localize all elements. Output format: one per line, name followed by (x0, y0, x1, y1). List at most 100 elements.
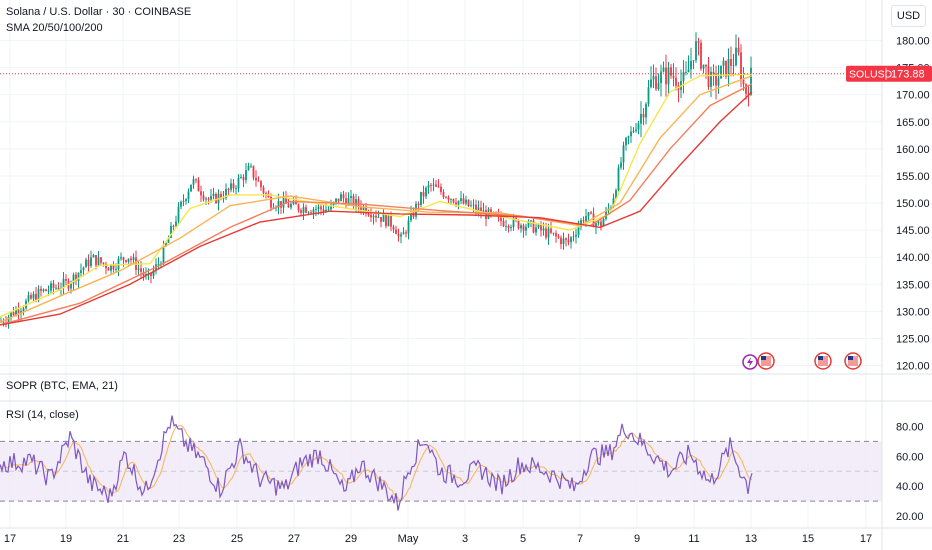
candle-body (7, 316, 10, 323)
candle-body (285, 198, 287, 204)
x-tick-label: 25 (231, 533, 243, 545)
x-tick-label: 17 (860, 533, 872, 545)
candle-body (310, 212, 312, 214)
price-tick-label: 170.00 (896, 90, 930, 102)
candle-body (390, 215, 392, 227)
candle-body (77, 273, 80, 281)
candle-body (22, 308, 25, 312)
price-tick-label: 135.00 (896, 279, 930, 291)
candle-body (55, 287, 57, 289)
candle-body (372, 215, 375, 218)
candle-body (447, 197, 450, 200)
candle-body (232, 183, 235, 189)
candle-body (12, 312, 15, 316)
price-tick-label: 155.00 (896, 171, 930, 183)
candle-body (30, 295, 32, 299)
candle-body (137, 268, 140, 270)
candle-body (27, 295, 30, 301)
candle-body (330, 204, 332, 210)
candle-body (670, 67, 672, 76)
sma-200-line (0, 91, 753, 326)
candle-body (630, 131, 632, 137)
candle-body (167, 237, 170, 243)
candle-body (490, 209, 492, 213)
candle-body (470, 205, 472, 207)
candle-body (600, 221, 602, 227)
candle-body (90, 257, 92, 267)
candle-body (242, 177, 245, 181)
candle-body (692, 60, 695, 61)
x-tick-label: 7 (577, 533, 583, 545)
candle-body (560, 237, 562, 245)
candle-body (80, 270, 82, 274)
candle-body (722, 60, 725, 66)
candle-body (705, 64, 707, 67)
candle-body (182, 201, 185, 202)
candle-body (737, 47, 740, 53)
candle-body (132, 257, 135, 260)
candle-body (192, 179, 195, 185)
candle-body (45, 289, 47, 292)
candle-body (452, 199, 455, 203)
candle-body (627, 136, 630, 138)
candle-body (710, 71, 712, 87)
currency-button[interactable]: USD (891, 5, 926, 27)
event-icons[interactable] (742, 352, 862, 370)
candle-body (282, 198, 285, 208)
candle-body (685, 72, 687, 73)
x-tick-label: May (398, 533, 419, 545)
candle-body (52, 283, 55, 289)
candle-body (615, 190, 617, 199)
grid-lines (0, 0, 882, 528)
candle-body (185, 199, 187, 202)
candle-body (420, 191, 422, 205)
candle-body (545, 228, 547, 238)
candle-body (717, 78, 720, 86)
candle-body (612, 198, 615, 208)
candle-body (507, 225, 510, 228)
candle-body (392, 226, 395, 230)
candle-body (527, 220, 530, 227)
price-tick-label: 125.00 (896, 333, 930, 345)
last-price-value: 173.88 (891, 69, 925, 81)
candle-body (460, 198, 462, 202)
candle-body (400, 234, 402, 237)
candle-body (427, 185, 430, 188)
candle-body (120, 257, 122, 259)
candle-body (210, 196, 212, 200)
price-tick-label: 140.00 (896, 252, 930, 264)
candle-body (222, 197, 225, 199)
candle-body (512, 217, 515, 227)
sma-lines (0, 73, 753, 326)
x-tick-label: 19 (60, 533, 72, 545)
rsi-tick-label: 80.00 (896, 421, 924, 433)
candle-body (227, 188, 230, 190)
indicator-legend: SMA 20/50/100/200 (6, 22, 103, 34)
candle-body (175, 221, 177, 227)
candle-body (35, 293, 37, 301)
candle-body (315, 209, 317, 210)
candle-body (450, 199, 452, 200)
price-tick-label: 145.00 (896, 225, 930, 237)
candle-body (95, 254, 97, 266)
sma-20-line (0, 73, 753, 318)
candle-body (50, 283, 52, 291)
candle-body (402, 232, 405, 235)
candle-body (345, 198, 347, 206)
candle-body (92, 254, 95, 258)
candle-body (475, 204, 477, 212)
candle-body (540, 224, 542, 231)
candle-body (162, 245, 165, 264)
candle-body (432, 184, 435, 186)
candle-body (732, 65, 735, 67)
candle-body (602, 218, 605, 227)
candle-body (645, 104, 647, 118)
candle-body (170, 225, 172, 238)
candle-body (230, 183, 232, 190)
candle-body (200, 191, 202, 196)
candle-body (40, 288, 42, 291)
candle-body (302, 207, 305, 213)
last-price-symbol: SOLUSD (849, 69, 893, 81)
candle-body (357, 199, 360, 207)
